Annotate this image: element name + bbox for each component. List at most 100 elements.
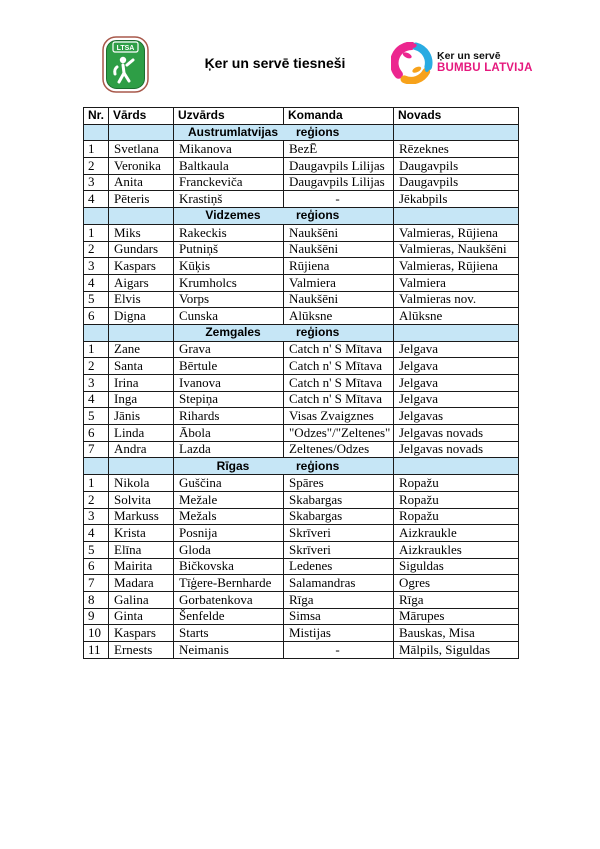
referee-row: 5 Elīna Gloda Skrīveri Aizkraukles [83,540,519,559]
referee-row: 10 Kaspars Starts Mistijas Bauskas, Misa [83,624,519,642]
region-name: Austrumlatvijas [187,124,279,139]
cell-vards: Inga [108,390,174,409]
cell-nr: 1 [83,140,109,159]
cell-nr: 1 [83,223,109,242]
cell-komanda: BezĒ [283,140,394,159]
cell-vards: Andra [108,440,174,459]
cell-komanda: "Odzes"/"Zeltenes" [283,424,394,442]
cell-nr: 7 [83,440,109,459]
referee-row: 3 Irina Ivanova Catch n' S Mītava Jelgava [83,374,519,392]
cell-vards: Ernests [108,641,174,659]
bumbu-latvija-logo: Ķer un servē BUMBU LATVIJA [391,42,533,84]
cell-novads: Daugavpils [393,173,519,192]
cell-nr: 5 [83,540,109,559]
referee-row: 11 Ernests Neimanis - Mālpils, Siguldas [83,641,519,659]
cell-novads: Jelgavas novads [393,424,519,442]
cell-komanda: Spāres [283,474,394,492]
col-header-uzvards: Uzvārds [173,107,284,125]
cell-uzvards: Tīģere-Bernharde [173,574,284,592]
cell-novads: Ropažu [393,474,519,492]
cell-komanda: Catch n' S Mītava [283,374,394,392]
region-empty-cell [83,123,109,142]
cell-novads: Siguldas [393,557,519,576]
cell-komanda: Catch n' S Mītava [283,357,394,375]
cell-uzvards: Krumholcs [173,273,284,292]
cell-uzvards: Mežale [173,490,284,509]
region-name: Vidzemes [205,208,261,223]
cell-komanda: Skrīveri [283,524,394,542]
region-header-row: Zemgales reģions [83,323,519,342]
cell-komanda: Ledenes [283,557,394,576]
cell-nr: 4 [83,273,109,292]
hands-circle-icon [391,42,433,84]
cell-komanda: - [283,641,394,659]
region-empty-cell [83,207,109,225]
ltsa-logo-text: LTSA [117,45,135,52]
cell-vards: Zane [108,340,174,359]
cell-vards: Veronika [108,157,174,175]
referee-row: 2 Gundars Putniņš Naukšēni Valmieras, Naukšē… [83,240,519,259]
cell-uzvards: Ivanova [173,374,284,392]
cell-nr: 5 [83,407,109,426]
cell-nr: 2 [83,490,109,509]
cell-nr: 6 [83,424,109,442]
cell-komanda: Mistijas [283,624,394,642]
cell-novads: Ropažu [393,507,519,526]
region-empty-cell [393,123,519,142]
brand-line1: Ķer un servē [437,50,501,63]
referee-row: 7 Madara Tīģere-Bernharde Salamandras Ogres [83,574,519,592]
cell-komanda: - [283,190,394,209]
referee-row: 3 Anita Franckeviča Daugavpils Lilijas Dauga… [83,173,519,192]
cell-vards: Mairita [108,557,174,576]
cell-komanda: Rūjiena [283,257,394,275]
cell-uzvards: Kūķis [173,257,284,275]
cell-vards: Miks [108,223,174,242]
referee-row: 1 Svetlana Mikanova BezĒ Rēzeknes [83,140,519,159]
cell-nr: 4 [83,524,109,542]
cell-uzvards: Ābola [173,424,284,442]
table-body: Austrumlatvijas reģions 1 Svetlana Mikanova B… [83,123,519,659]
region-empty-cell [83,323,109,342]
cell-komanda: Rīga [283,590,394,609]
cell-komanda: Skrīveri [283,540,394,559]
cell-komanda: Alūksne [283,307,394,325]
cell-novads: Jelgava [393,340,519,359]
referees-table: Nr. Vārds Uzvārds Komanda Novads Austrum… [83,107,519,659]
region-empty-cell [83,457,109,476]
cell-uzvards: Neimanis [173,641,284,659]
col-header-novads: Novads [393,107,519,125]
referee-row: 1 Miks Rakeckis Naukšēni Valmieras, Rūjiena [83,223,519,242]
cell-novads: Jelgava [393,390,519,409]
region-header-row: Rīgas reģions [83,457,519,476]
cell-komanda: Catch n' S Mītava [283,340,394,359]
referee-row: 6 Digna Cunska Alūksne Alūksne [83,307,519,325]
referee-row: 1 Nikola Guščina Spāres Ropažu [83,474,519,492]
cell-komanda: Skabargas [283,490,394,509]
cell-vards: Nikola [108,474,174,492]
cell-komanda: Simsa [283,607,394,626]
ltsa-shield-icon: LTSA [102,36,149,93]
cell-novads: Rīga [393,590,519,609]
referee-row: 2 Santa Bērtule Catch n' S Mītava Jelgava [83,357,519,375]
cell-uzvards: Bērtule [173,357,284,375]
referee-row: 8 Galina Gorbatenkova Rīga Rīga [83,590,519,609]
cell-vards: Anita [108,173,174,192]
runner-figure-icon [113,56,135,84]
referee-row: 2 Veronika Baltkaula Daugavpils Lilijas Daug… [83,157,519,175]
cell-vards: Markuss [108,507,174,526]
region-empty-cell [393,207,519,225]
cell-nr: 9 [83,607,109,626]
cell-komanda: Catch n' S Mītava [283,390,394,409]
referee-row: 3 Markuss Mežals Skabargas Ropažu [83,507,519,526]
cell-nr: 7 [83,574,109,592]
cell-novads: Mārupes [393,607,519,626]
cell-uzvards: Mežals [173,507,284,526]
cell-uzvards: Posnija [173,524,284,542]
cell-nr: 1 [83,474,109,492]
referee-row: 4 Inga Stepiņa Catch n' S Mītava Jelgava [83,390,519,409]
cell-vards: Gundars [108,240,174,259]
region-header-row: Vidzemes reģions [83,207,519,225]
cell-nr: 6 [83,307,109,325]
finger-shapes [401,43,430,82]
cell-uzvards: Šenfelde [173,607,284,626]
